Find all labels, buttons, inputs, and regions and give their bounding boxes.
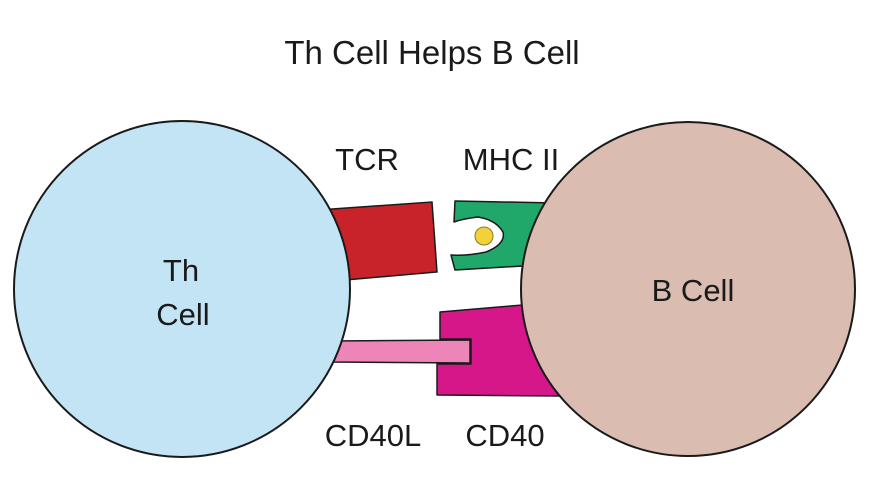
th-cell-label-line1: Th	[163, 253, 199, 288]
antigen-peptide	[474, 226, 494, 246]
b-cell-label: B Cell	[652, 273, 735, 308]
mhc-ii-label: MHC II	[463, 142, 559, 177]
b-cell	[520, 121, 856, 457]
cd40-label: CD40	[465, 418, 544, 453]
cd40l-label: CD40L	[325, 418, 422, 453]
cd40l-ligand	[329, 339, 471, 364]
th-cell	[13, 120, 351, 458]
th-cell-label-line2: Cell	[156, 297, 209, 332]
tcr-label: TCR	[335, 142, 399, 177]
diagram-title: Th Cell Helps B Cell	[284, 34, 579, 71]
